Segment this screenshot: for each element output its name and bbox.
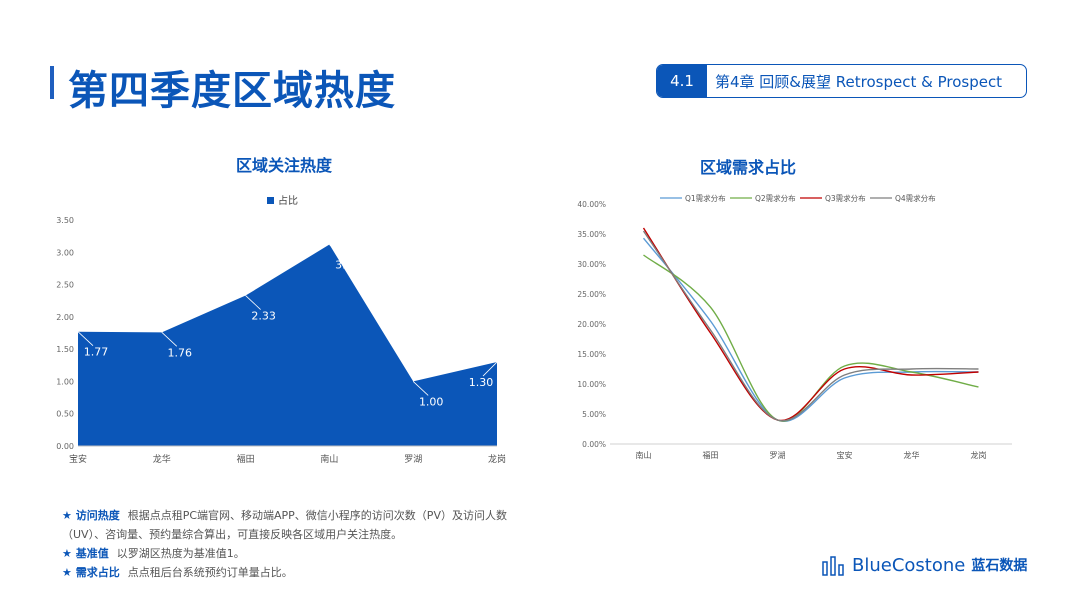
legend-label: Q2需求分布 <box>755 193 796 203</box>
data-label-leader <box>77 331 94 347</box>
line-chart-title: 区域需求占比 <box>700 158 797 177</box>
logo-cn-text: 蓝石数据 <box>971 558 1028 574</box>
series-line <box>642 227 979 422</box>
line-chart: Q1需求分布 Q2需求分布 Q3需求分布 Q4需求分布 0.00% 5.00% 10.00%… <box>577 193 1012 460</box>
y-tick-label: 0.50 <box>56 410 74 419</box>
area-chart-title: 区域关注热度 <box>236 156 333 175</box>
chapter-number: 4.1 <box>657 65 707 97</box>
data-label: 3.12 <box>335 259 360 272</box>
title-accent-bar <box>50 66 54 99</box>
data-label: 2.33 <box>251 310 276 323</box>
x-tick-label: 龙华 <box>904 450 920 460</box>
page-title: 第四季度区域热度 <box>68 68 396 114</box>
y-tick-label: 3.50 <box>56 216 74 225</box>
legend-label: Q4需求分布 <box>895 193 936 203</box>
y-tick-label: 0.00% <box>582 440 606 449</box>
note-text: 根据点点租PC端官网、移动端APP、微信小程序的访问次数（PV）及访问人数（UV… <box>62 509 507 541</box>
series-line <box>642 237 979 423</box>
legend-label: Q3需求分布 <box>825 193 866 203</box>
logo-text: BlueCostone <box>852 554 966 576</box>
series-line <box>643 254 979 422</box>
chapter-title: 第4章 回顾&展望 Retrospect & Prospect <box>715 72 1003 91</box>
y-tick-label: 1.00 <box>56 377 74 386</box>
x-tick-label: 南山 <box>320 453 338 465</box>
note-baseline: ★ 基准值 以罗湖区热度为基准值1。 <box>62 544 532 563</box>
legend-swatch <box>267 197 274 204</box>
y-tick-label: 15.00% <box>577 350 606 359</box>
x-tick-label: 宝安 <box>837 450 853 460</box>
y-tick-label: 5.00% <box>582 410 606 419</box>
note-text: 以罗湖区热度为基准值1。 <box>116 547 245 560</box>
note-demand-share: ★ 需求占比 点点租后台系统预约订单量占比。 <box>62 563 532 582</box>
y-tick-label: 40.00% <box>577 200 606 209</box>
data-label-leader <box>245 295 261 310</box>
y-tick-label: 35.00% <box>577 230 606 239</box>
x-tick-label: 罗湖 <box>404 454 422 465</box>
series-line <box>642 230 979 422</box>
x-tick-label: 福田 <box>703 451 719 460</box>
y-tick-label: 1.50 <box>56 345 74 354</box>
note-text: 点点租后台系统预约订单量占比。 <box>127 566 293 579</box>
y-tick-label: 25.00% <box>577 290 606 299</box>
data-label: 1.30 <box>469 376 494 389</box>
y-tick-label: 3.00 <box>56 248 74 257</box>
note-visit-heat: ★ 访问热度 根据点点租PC端官网、移动端APP、微信小程序的访问次数（PV）及访… <box>62 506 532 544</box>
note-key: ★ 基准值 <box>62 547 109 560</box>
notes: ★ 访问热度 根据点点租PC端官网、移动端APP、微信小程序的访问次数（PV）及访… <box>62 506 532 582</box>
y-tick-label: 2.00 <box>56 313 74 322</box>
y-tick-label: 20.00% <box>577 320 606 329</box>
x-tick-label: 福田 <box>237 453 255 465</box>
bars-logo-icon <box>822 556 844 576</box>
y-tick-label: 0.00 <box>56 442 74 451</box>
data-label: 1.00 <box>419 395 444 408</box>
x-tick-label: 龙华 <box>153 453 171 465</box>
data-label: 1.76 <box>168 346 193 359</box>
data-label-leader <box>412 381 429 396</box>
note-key: ★ 需求占比 <box>62 566 120 579</box>
legend-label: Q1需求分布 <box>685 193 726 203</box>
y-tick-label: 10.00% <box>577 380 606 389</box>
data-label-leader <box>329 244 345 259</box>
area-series <box>78 244 497 446</box>
x-tick-label: 宝安 <box>69 453 87 465</box>
data-label-leader <box>482 361 498 377</box>
x-tick-label: 龙岗 <box>488 453 506 465</box>
note-key: ★ 访问热度 <box>62 509 120 522</box>
area-chart: 占比 0.00 0.50 1.00 1.50 2.00 2.50 3.00 3.50 宝安 龙华 福田… <box>56 194 506 465</box>
chapter-badge: 4.1 第4章 回顾&展望 Retrospect & Prospect <box>656 64 1027 98</box>
y-tick-label: 30.00% <box>577 260 606 269</box>
x-tick-label: 龙岗 <box>971 450 987 460</box>
brand-logo: BlueCostone 蓝石数据 <box>822 554 1027 576</box>
y-tick-label: 2.50 <box>56 281 74 290</box>
legend-label: 占比 <box>278 194 298 207</box>
data-label: 1.77 <box>84 346 109 359</box>
data-label-leader <box>161 332 178 347</box>
x-tick-label: 南山 <box>636 450 652 460</box>
x-tick-label: 罗湖 <box>770 451 786 460</box>
